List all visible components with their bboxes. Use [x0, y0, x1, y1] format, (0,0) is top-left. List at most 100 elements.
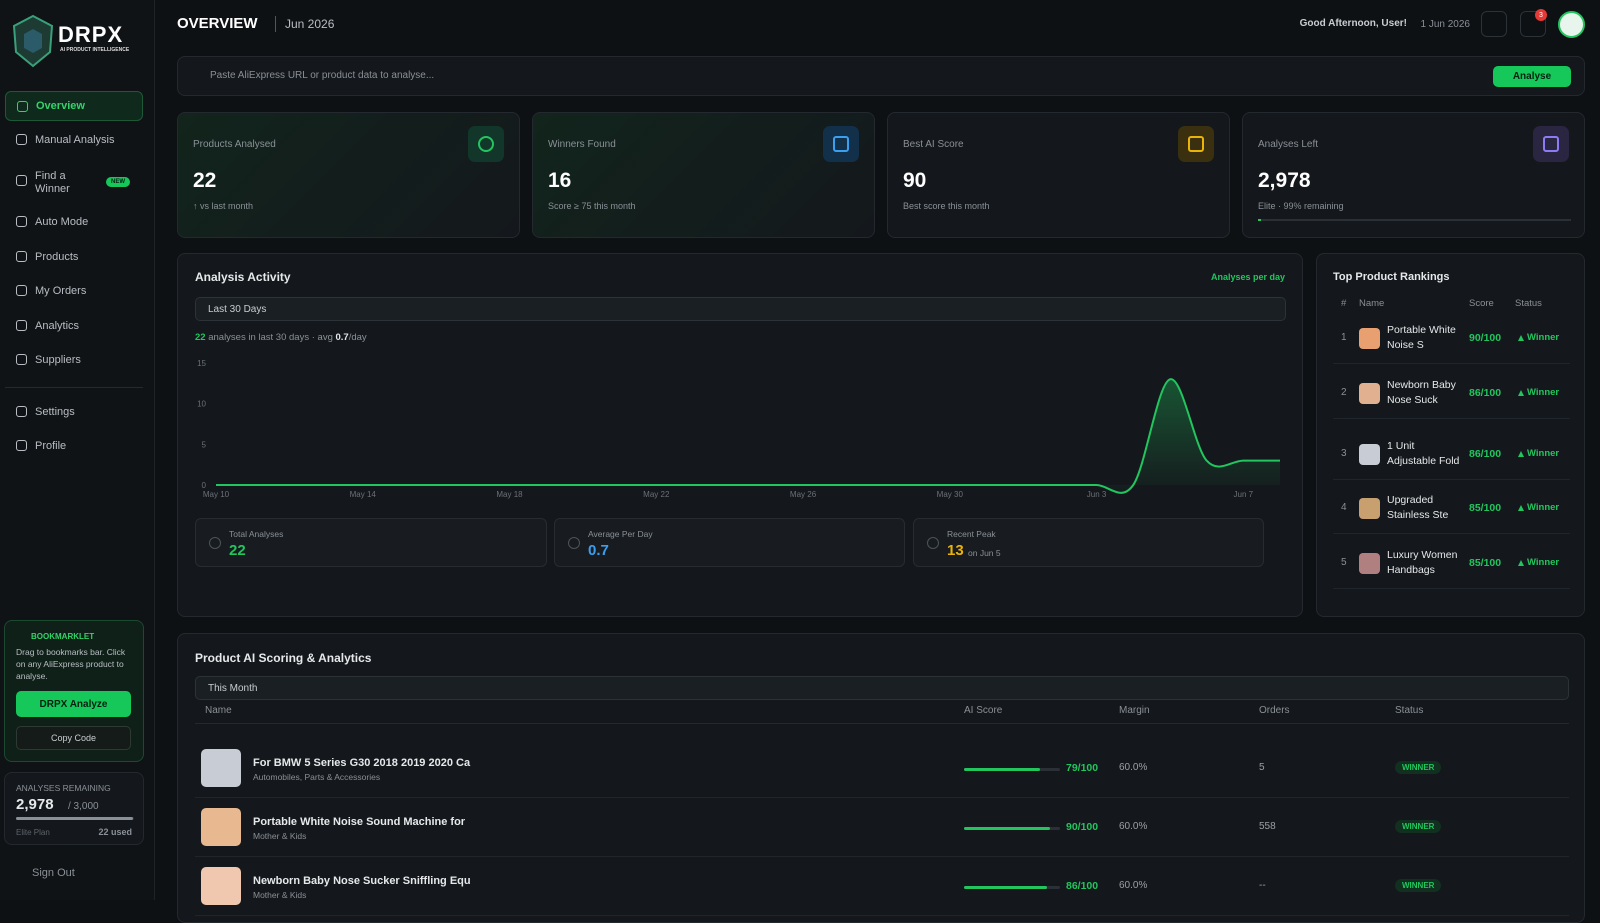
y-tick-label: 15	[197, 359, 206, 368]
kpi-value: 13	[947, 542, 964, 559]
header-divider	[195, 723, 1569, 724]
row-divider	[1333, 363, 1570, 364]
score-track	[964, 827, 1060, 830]
thumbnail	[1359, 498, 1380, 519]
stat-icon	[1533, 126, 1569, 162]
thumbnail	[1359, 553, 1380, 574]
score: 90/100	[1469, 332, 1502, 344]
column-header: #	[1341, 298, 1347, 309]
sign-out[interactable]: Sign Out	[32, 867, 75, 879]
nav-item[interactable]: Settings	[5, 397, 143, 427]
thumbnail	[201, 808, 241, 846]
score: 86/100	[1469, 448, 1502, 460]
nav-icon	[16, 251, 27, 262]
stat-card: Winners Found 16 Score ≥ 75 this month	[532, 112, 875, 238]
search-input[interactable]: Paste AliExpress URL or product data to …	[210, 70, 435, 81]
score-track	[964, 768, 1060, 771]
nav-item[interactable]: Manual Analysis	[5, 125, 143, 155]
stat-value: 90	[903, 169, 927, 192]
product-name: Upgraded Stainless Ste	[1387, 494, 1449, 521]
range-select[interactable]: Last 30 Days	[195, 297, 1286, 321]
logo	[12, 14, 54, 68]
category: Automobiles, Parts & Accessories	[253, 772, 381, 782]
status: Winner	[1527, 448, 1560, 459]
thumbnail	[201, 867, 241, 905]
status: Winner	[1527, 557, 1560, 568]
nav-item[interactable]: Find a Winner	[5, 166, 75, 200]
analyse-button[interactable]: Analyse	[1493, 66, 1571, 87]
rankings-title: Top Product Rankings	[1333, 271, 1450, 283]
legend: Analyses per day	[1210, 272, 1285, 282]
thumbnail	[201, 749, 241, 787]
avatar[interactable]	[1558, 11, 1585, 38]
row-divider	[1333, 418, 1570, 419]
status-icon	[1518, 560, 1524, 566]
scoring-range-select[interactable]: This Month	[195, 676, 1569, 700]
stat-card: Products Analysed 22 ↑ vs last month	[177, 112, 520, 238]
progress	[1258, 219, 1571, 221]
stat-card: Best AI Score 90 Best score this month	[887, 112, 1230, 238]
nav-icon	[16, 440, 27, 451]
area	[216, 379, 1280, 493]
bookmarklet-title: BOOKMARKLET	[31, 632, 95, 641]
nav-item[interactable]: Products	[5, 242, 143, 272]
x-tick-label: May 14	[350, 490, 377, 499]
row-divider	[195, 915, 1569, 916]
status-icon	[1518, 335, 1524, 341]
count-text: analyses in last 30 days	[208, 332, 310, 343]
rank: 1	[1341, 332, 1347, 343]
page-title: OVERVIEW	[177, 15, 258, 32]
rank: 5	[1341, 557, 1347, 568]
nav-icon	[17, 101, 28, 112]
kpi-value: 0.7	[588, 542, 609, 559]
score-track	[964, 886, 1060, 889]
scoring-title: Product AI Scoring & Analytics	[195, 651, 372, 665]
product-name: 1 Unit Adjustable Fold	[1387, 440, 1460, 467]
notifications[interactable]	[1520, 11, 1546, 37]
nav-label: Suppliers	[35, 354, 81, 366]
kpi-icon	[927, 537, 939, 549]
nav-label: Auto Mode	[35, 216, 89, 228]
theme-toggle[interactable]	[1481, 11, 1507, 37]
orders: 5	[1259, 762, 1265, 773]
margin: 60.0%	[1119, 762, 1148, 773]
score-bar	[964, 886, 1047, 889]
product-name: Newborn Baby Nose Sucker Sniffling Equ	[253, 875, 471, 887]
nav-icon	[16, 320, 27, 331]
nav-item[interactable]: Profile	[5, 431, 143, 461]
search-bar: Paste AliExpress URL or product data to …	[177, 56, 1585, 96]
nav-item[interactable]: Suppliers	[5, 345, 143, 375]
score: 85/100	[1469, 557, 1502, 569]
date: 1 Jun 2026	[1420, 19, 1471, 30]
nav-icon	[16, 285, 27, 296]
bookmarklet-button[interactable]: DRPX Analyze	[16, 691, 131, 717]
progress-fill	[1258, 219, 1262, 221]
divider	[275, 16, 276, 32]
category: Mother & Kids	[253, 831, 307, 841]
stat-note: Best score this month	[903, 201, 990, 211]
remaining-total: / 3,000	[68, 801, 99, 812]
x-tick-label: May 10	[203, 490, 230, 499]
nav-item[interactable]: Overview	[5, 91, 143, 121]
status-badge: WINNER	[1395, 761, 1442, 774]
nav-label: Overview	[36, 100, 85, 112]
nav-item[interactable]: Analytics	[5, 311, 143, 341]
kpi-label: Total Analyses	[229, 529, 284, 539]
stat-card: Analyses Left 2,978 Elite · 99% remaining	[1242, 112, 1585, 238]
score: 79/100	[1066, 762, 1099, 774]
status-icon	[1518, 505, 1524, 511]
row-divider	[1333, 479, 1570, 480]
copy-code-button[interactable]: Copy Code	[16, 726, 131, 750]
app: DRPX AI PRODUCT INTELLIGENCE BOOKMARKLET…	[4, 0, 1585, 923]
remaining-title: ANALYSES REMAINING	[16, 783, 111, 793]
status-badge: WINNER	[1395, 820, 1442, 833]
column-header: Score	[1469, 298, 1494, 309]
kpi: Average Per Day 0.7	[554, 518, 905, 567]
stat-note: ↑ vs last month	[193, 201, 254, 211]
column-header: AI Score	[964, 705, 1003, 716]
score: 86/100	[1066, 880, 1099, 892]
used: 22 used	[98, 827, 132, 837]
nav-item[interactable]: My Orders	[5, 276, 143, 306]
nav-item[interactable]: Auto Mode	[5, 207, 143, 237]
summary: 22 analyses in last 30 days · avg 0.7/da…	[195, 332, 367, 343]
